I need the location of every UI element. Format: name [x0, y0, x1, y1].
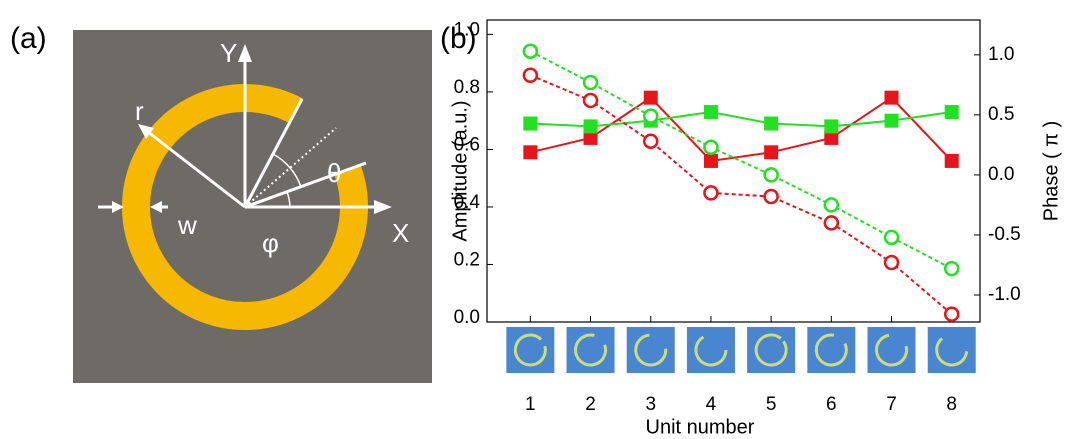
y-tick-label: 1.0	[454, 19, 480, 40]
series-line	[530, 75, 951, 314]
marker	[764, 145, 778, 159]
y-axis-title: Amplitude (a.u.)	[449, 100, 471, 241]
y2-tick-label: 1.0	[988, 44, 1014, 65]
marker	[885, 231, 898, 244]
marker	[704, 154, 718, 168]
y-tick-label: 0.2	[454, 249, 480, 270]
marker	[644, 91, 658, 105]
y2-tick-label: 0.5	[988, 104, 1014, 125]
marker	[523, 145, 537, 159]
x-tick-label: 5	[766, 394, 777, 415]
x-tick-label: 6	[826, 394, 837, 415]
y2-tick-label: -0.5	[988, 224, 1021, 245]
marker	[704, 186, 717, 199]
phi-label: φ	[262, 228, 279, 258]
marker	[945, 308, 958, 321]
y-tick-label: 0.6	[454, 134, 480, 155]
marker	[824, 119, 838, 133]
marker	[945, 105, 959, 119]
marker	[764, 117, 778, 131]
x-tick-label: 3	[645, 394, 656, 415]
y-label: Y	[220, 38, 237, 68]
y2-tick-label: 0.0	[988, 164, 1014, 185]
r-label: r	[135, 96, 144, 126]
marker	[524, 69, 537, 82]
marker	[644, 135, 657, 148]
marker	[584, 76, 597, 89]
marker	[524, 45, 537, 58]
marker	[523, 117, 537, 131]
y-tick-label: 0.4	[454, 192, 481, 213]
marker	[765, 190, 778, 203]
marker	[885, 114, 899, 128]
marker	[885, 256, 898, 269]
marker	[584, 119, 598, 133]
x-axis-title: Unit number	[646, 416, 755, 438]
panel-a: (a) Y X r w φ θ	[10, 22, 432, 383]
marker	[704, 141, 717, 154]
x-tick-label: 7	[886, 394, 897, 415]
x-tick-label: 2	[585, 394, 596, 415]
y2-axis-title: Phase ( π )	[1040, 121, 1062, 222]
x-tick-label: 4	[706, 394, 717, 415]
marker	[825, 216, 838, 229]
x-tick-label: 1	[525, 394, 536, 415]
marker	[644, 110, 657, 123]
marker	[704, 105, 718, 119]
w-label: w	[177, 210, 197, 240]
panel-b: (b) Unit number Amplitude (a.u.) Phase (…	[440, 19, 1062, 438]
y-tick-label: 0.0	[454, 307, 480, 328]
x-label: X	[392, 218, 409, 248]
panel-label: (a)	[10, 22, 47, 55]
y2-tick-label: -1.0	[988, 284, 1021, 305]
marker	[885, 91, 899, 105]
x-tick-label: 8	[946, 394, 957, 415]
figure: (a) Y X r w φ θ (b) Unit number A	[0, 0, 1079, 439]
marker	[765, 168, 778, 181]
marker	[584, 94, 597, 107]
marker	[945, 262, 958, 275]
plot-frame	[487, 20, 980, 322]
marker	[825, 198, 838, 211]
theta-label: θ	[327, 158, 341, 188]
y-tick-label: 0.8	[454, 77, 480, 98]
marker	[945, 154, 959, 168]
